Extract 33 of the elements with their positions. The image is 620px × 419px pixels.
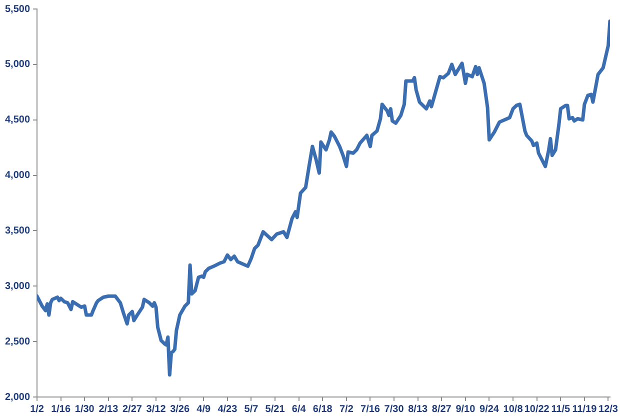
x-tick-label: 7/2 bbox=[339, 404, 354, 415]
x-tick-label: 5/7 bbox=[244, 404, 259, 415]
x-tick-label: 3/26 bbox=[170, 404, 190, 415]
x-tick-label: 3/12 bbox=[146, 404, 166, 415]
x-tick-label: 9/24 bbox=[480, 404, 500, 415]
y-tick-label: 4,000 bbox=[4, 170, 30, 182]
y-tick-label: 5,000 bbox=[4, 59, 30, 70]
x-tick-label: 2/13 bbox=[98, 404, 119, 415]
x-tick-label: 10/22 bbox=[524, 404, 550, 415]
x-tick-label: 1/30 bbox=[74, 404, 95, 415]
y-tick-label: 3,500 bbox=[4, 225, 30, 236]
x-tick-label: 12/3 bbox=[598, 404, 618, 415]
x-tick-label: 7/16 bbox=[360, 404, 380, 415]
x-tick-label: 4/9 bbox=[196, 404, 212, 415]
y-tick-label: 2,500 bbox=[4, 336, 30, 348]
x-tick-label: 6/18 bbox=[312, 404, 333, 415]
y-tick-label: 5,500 bbox=[4, 4, 30, 15]
x-tick-label: 1/2 bbox=[30, 404, 44, 415]
x-tick-label: 9/10 bbox=[456, 404, 476, 415]
x-tick-label: 11/5 bbox=[551, 404, 571, 415]
x-tick-label: 4/23 bbox=[218, 404, 238, 415]
x-tick-label: 6/4 bbox=[292, 404, 306, 415]
x-tick-label: 7/30 bbox=[384, 404, 404, 415]
y-tick-label: 3,000 bbox=[4, 280, 30, 292]
x-tick-label: 5/21 bbox=[265, 404, 286, 415]
x-tick-label: 8/27 bbox=[432, 404, 452, 415]
y-tick-label: 4,500 bbox=[4, 114, 30, 126]
x-tick-label: 2/27 bbox=[122, 404, 142, 415]
x-tick-label: 10/8 bbox=[503, 404, 524, 415]
x-tick-label: 1/16 bbox=[51, 404, 71, 415]
y-tick-label: 2,000 bbox=[4, 392, 30, 403]
x-tick-label: 11/19 bbox=[572, 404, 598, 415]
x-tick-label: 8/13 bbox=[408, 404, 428, 415]
